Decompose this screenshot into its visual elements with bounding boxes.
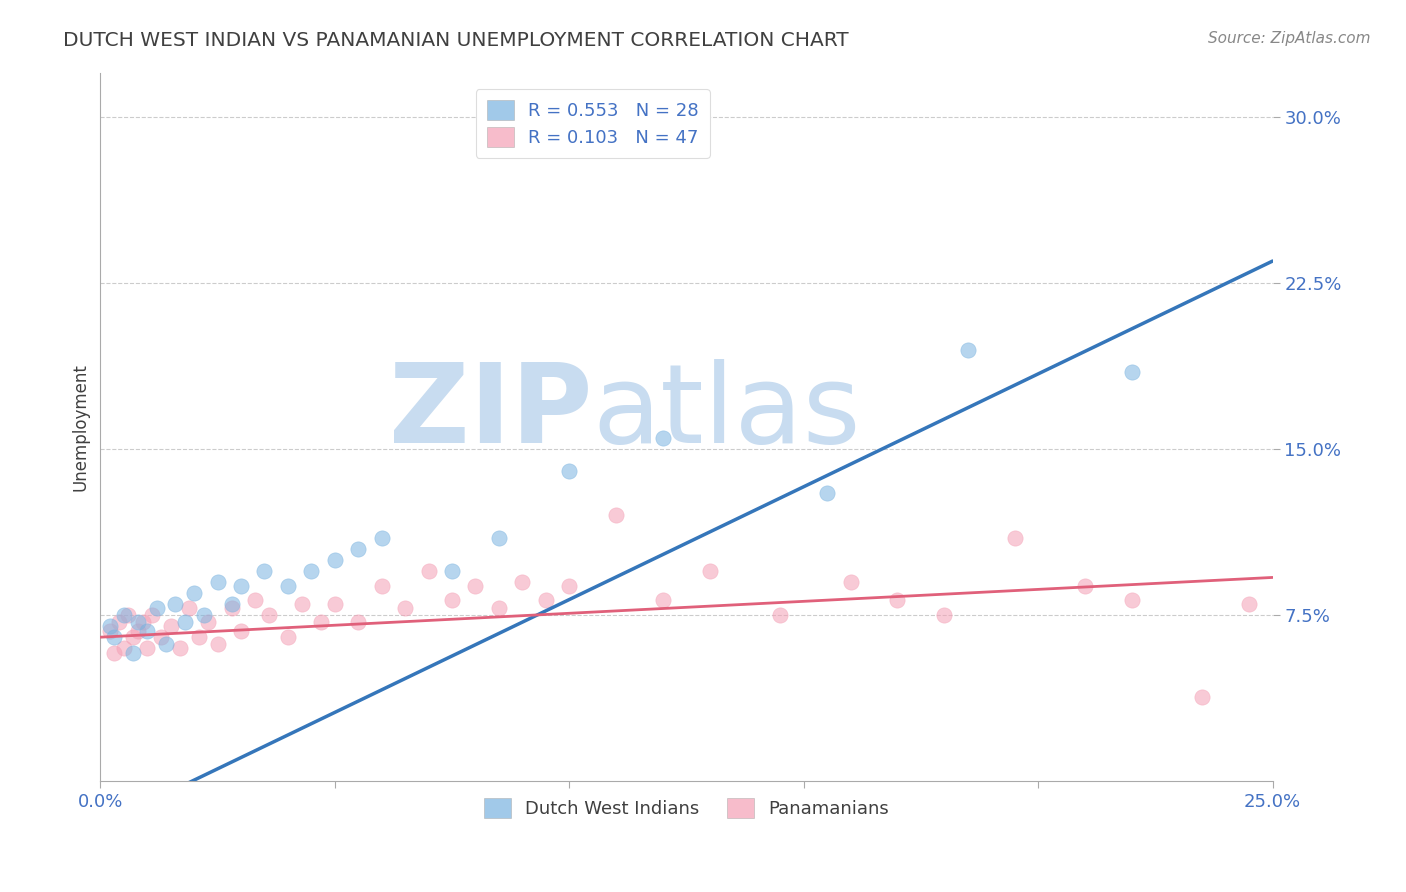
Legend: Dutch West Indians, Panamanians: Dutch West Indians, Panamanians — [477, 790, 896, 825]
Text: DUTCH WEST INDIAN VS PANAMANIAN UNEMPLOYMENT CORRELATION CHART: DUTCH WEST INDIAN VS PANAMANIAN UNEMPLOY… — [63, 31, 849, 50]
Y-axis label: Unemployment: Unemployment — [72, 363, 89, 491]
Text: atlas: atlas — [593, 359, 862, 467]
Text: Source: ZipAtlas.com: Source: ZipAtlas.com — [1208, 31, 1371, 46]
Text: ZIP: ZIP — [389, 359, 593, 467]
